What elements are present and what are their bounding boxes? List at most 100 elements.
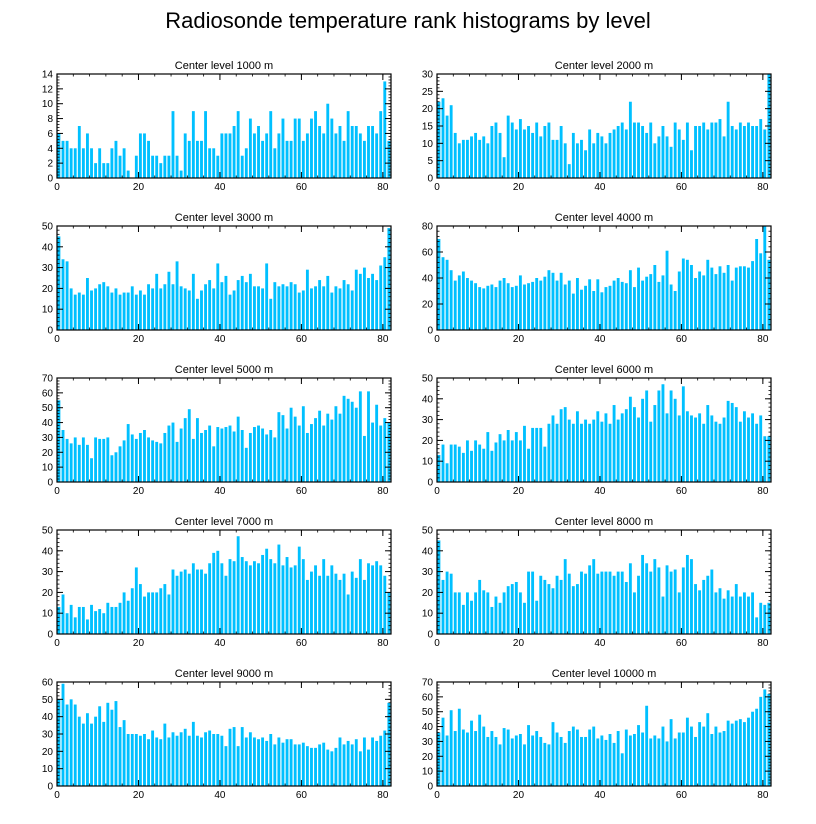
bar <box>494 736 498 786</box>
bar <box>379 565 383 634</box>
bar <box>191 438 195 482</box>
bar <box>628 101 632 178</box>
x-tick-label: 40 <box>214 334 226 345</box>
y-tick-label: 0 <box>427 782 433 793</box>
bar <box>738 596 742 634</box>
bar <box>588 565 592 634</box>
bar <box>57 133 61 178</box>
bar <box>474 592 478 634</box>
bar <box>126 424 130 482</box>
bar <box>730 723 734 786</box>
bar <box>281 284 285 330</box>
bar <box>232 561 236 634</box>
bar <box>94 163 98 178</box>
bar <box>592 559 596 634</box>
bar <box>81 606 85 634</box>
bar <box>134 155 138 178</box>
bar <box>474 440 478 482</box>
bar <box>633 287 636 330</box>
bar <box>759 253 763 330</box>
bar <box>673 738 677 786</box>
bar <box>265 263 269 330</box>
bar <box>130 286 134 330</box>
bar <box>710 734 714 786</box>
bar <box>457 446 461 482</box>
bar <box>301 406 305 482</box>
bar <box>714 421 718 482</box>
bar <box>281 415 285 482</box>
y-tick-label: 30 <box>422 70 434 81</box>
bar <box>322 425 326 482</box>
y-tick-label: 30 <box>42 567 54 578</box>
bar <box>612 129 616 178</box>
bar <box>673 398 677 482</box>
bar <box>73 617 77 634</box>
bar <box>285 286 289 330</box>
bar <box>86 444 89 482</box>
bar <box>232 431 236 482</box>
bar <box>350 571 354 634</box>
bar <box>759 602 763 634</box>
bar <box>248 273 252 330</box>
bar <box>641 732 645 786</box>
bar <box>633 734 636 786</box>
bar <box>755 239 759 330</box>
x-tick-label: 80 <box>757 638 769 649</box>
bar <box>734 267 738 330</box>
bar <box>702 423 706 482</box>
x-tick-label: 80 <box>377 486 389 497</box>
bar <box>191 563 195 634</box>
bar <box>596 573 600 634</box>
bar <box>461 139 465 178</box>
bar <box>167 271 171 330</box>
bar <box>143 133 146 178</box>
bar <box>342 744 346 786</box>
bar <box>722 417 726 482</box>
bar <box>612 575 616 634</box>
bar <box>759 696 763 786</box>
x-tick-label: 0 <box>434 638 440 649</box>
bar <box>649 122 653 178</box>
bar <box>322 286 326 330</box>
bar <box>449 573 453 634</box>
y-tick-label: 10 <box>422 457 434 468</box>
bar <box>478 579 482 634</box>
panel-3: 0 20 40 60 80 0 20 40 60 80 Center level 4000 m <box>422 212 772 345</box>
bar <box>755 617 759 634</box>
bar <box>167 425 171 482</box>
bar <box>200 569 203 634</box>
bar <box>657 281 661 330</box>
bar <box>453 280 457 330</box>
bar <box>305 746 309 786</box>
bar <box>293 416 297 482</box>
bar <box>338 413 342 482</box>
bar <box>453 132 457 178</box>
y-tick-label: 40 <box>422 274 434 285</box>
bar <box>628 563 632 634</box>
y-tick-label: 0 <box>427 326 433 337</box>
bar <box>367 126 370 178</box>
bar <box>61 140 65 178</box>
bar <box>498 132 502 178</box>
bar <box>563 559 567 634</box>
bar <box>114 452 118 482</box>
bar <box>453 592 457 634</box>
bar <box>478 139 482 178</box>
bar <box>102 438 106 482</box>
bar <box>301 290 305 330</box>
panel-title: Center level 6000 m <box>555 364 653 376</box>
y-tick-label: 4 <box>47 144 53 155</box>
bar <box>326 275 330 330</box>
bar <box>98 438 102 482</box>
bar <box>657 390 661 482</box>
plot-frame <box>436 681 772 787</box>
bar <box>289 407 293 482</box>
bar <box>367 391 370 482</box>
bar <box>277 286 281 330</box>
bar <box>69 443 73 482</box>
bar <box>637 725 640 786</box>
bar <box>547 270 551 330</box>
bar <box>474 283 478 330</box>
bar <box>645 563 649 634</box>
bar <box>637 122 640 178</box>
